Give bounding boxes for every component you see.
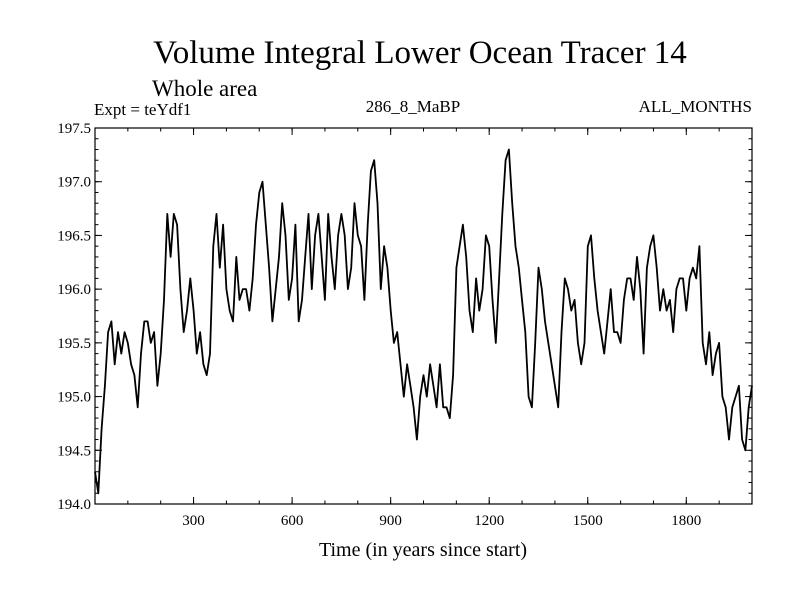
experiment-label: Expt = teYdf1	[94, 100, 191, 119]
chart-title: Volume Integral Lower Ocean Tracer 14	[153, 35, 687, 71]
y-tick-label: 195.0	[57, 390, 91, 406]
x-tick-label: 1800	[671, 513, 701, 529]
period-label: 286_8_MaBP	[366, 97, 460, 116]
x-tick-label: 1500	[573, 513, 603, 529]
y-tick-label: 194.5	[57, 443, 91, 459]
y-tick-label: 194.0	[57, 497, 91, 513]
months-label: ALL_MONTHS	[639, 97, 752, 116]
y-tick-label: 195.5	[57, 336, 91, 352]
x-tick-label: 900	[379, 513, 402, 529]
x-tick-label: 300	[182, 513, 205, 529]
x-axis-label: Time (in years since start)	[319, 539, 527, 561]
y-tick-label: 196.0	[57, 282, 91, 298]
plot-frame	[94, 127, 753, 505]
series-line-teYdf1	[94, 148, 753, 495]
x-tick-label: 1200	[474, 513, 504, 529]
x-tick-label: 600	[281, 513, 304, 529]
chart-subtitle: Whole area	[152, 76, 257, 101]
y-tick-label: 197.0	[57, 175, 91, 191]
y-tick-label: 196.5	[57, 228, 91, 244]
y-tick-label: 197.5	[57, 121, 91, 137]
